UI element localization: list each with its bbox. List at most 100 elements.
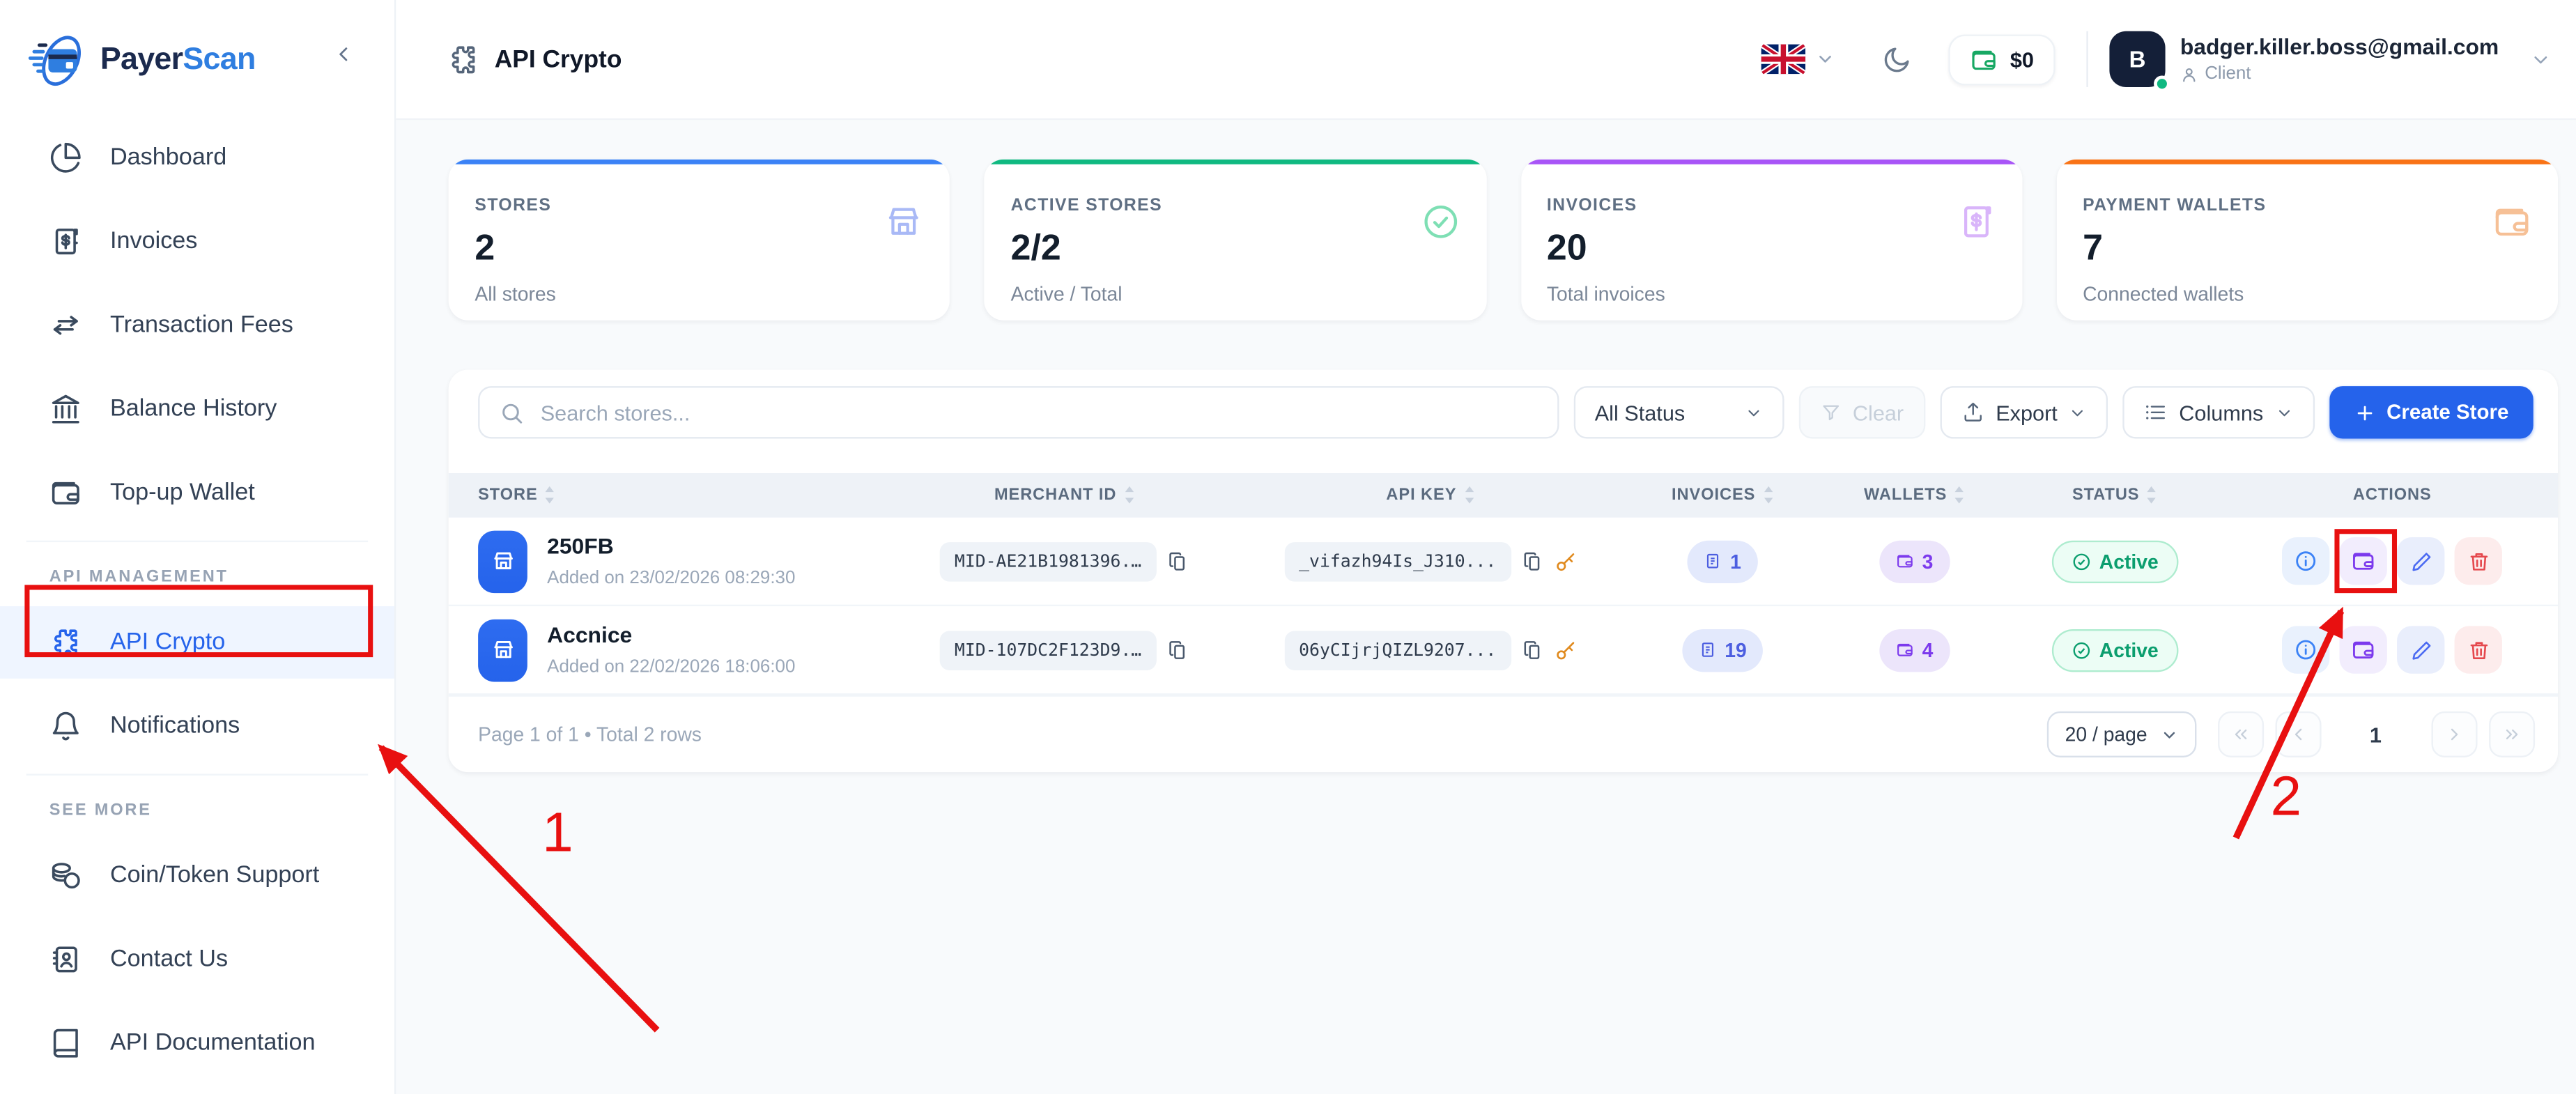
sidebar-item-invoices[interactable]: Invoices — [0, 206, 394, 278]
edit-button[interactable] — [2397, 537, 2445, 585]
funnel-icon — [1820, 401, 1842, 423]
sidebar-item-notifications[interactable]: Notifications — [0, 690, 394, 762]
edit-button[interactable] — [2397, 626, 2445, 674]
invoices-cell: 19 — [1619, 628, 1826, 672]
stat-value: 2/2 — [1010, 226, 1061, 268]
key-icon[interactable] — [1554, 638, 1577, 661]
copy-icon[interactable] — [1521, 638, 1544, 661]
copy-icon[interactable] — [1166, 638, 1189, 661]
sort-icon — [2147, 486, 2157, 504]
current-page: 1 — [2369, 722, 2382, 747]
pie-chart-icon — [49, 141, 82, 174]
sidebar-collapse-button[interactable] — [332, 43, 355, 66]
payerscan-logo[interactable]: PayerScan — [26, 29, 256, 91]
user-menu-chevron-down-icon[interactable] — [2530, 49, 2552, 70]
wallets-button[interactable] — [2339, 537, 2388, 585]
column-header-merchant-id[interactable]: MERCHANT ID — [887, 486, 1242, 504]
sidebar-header: PayerScan — [0, 0, 394, 120]
stat-card-stores: STORES 2 All stores — [448, 159, 950, 321]
wallets-button[interactable] — [2339, 626, 2388, 674]
wallet-icon — [1897, 555, 1913, 568]
info-button[interactable] — [2282, 626, 2330, 674]
stat-label: INVOICES — [1546, 195, 1637, 215]
sidebar-item-api-crypto[interactable]: API Crypto — [0, 606, 394, 679]
wallets-badge: 3 — [1879, 539, 1950, 583]
next-page-button[interactable] — [2431, 711, 2478, 757]
wallet-icon — [2353, 641, 2374, 658]
chevron-down-icon — [2069, 403, 2087, 422]
stat-label: STORES — [475, 195, 552, 215]
column-header-api-key[interactable]: API KEY — [1242, 486, 1619, 504]
sidebar-item-dashboard[interactable]: Dashboard — [0, 121, 394, 194]
export-label: Export — [1996, 400, 2058, 425]
check-circle-icon — [2073, 553, 2090, 569]
search-input[interactable] — [537, 398, 1538, 426]
stat-value: 7 — [2083, 226, 2103, 268]
invoice-icon — [1702, 642, 1713, 657]
clear-label: Clear — [1852, 400, 1904, 425]
first-page-button[interactable] — [2218, 711, 2265, 757]
invoices-badge: 1 — [1687, 539, 1758, 583]
stat-caption: Total invoices — [1546, 282, 1665, 306]
uk-flag-icon[interactable] — [1760, 43, 1805, 76]
chevron-down-icon — [2161, 725, 2179, 744]
copy-icon[interactable] — [1166, 550, 1189, 573]
create-store-button[interactable]: Create Store — [2329, 386, 2533, 439]
sidebar-item-transaction-fees[interactable]: Transaction Fees — [0, 289, 394, 362]
export-button[interactable]: Export — [1940, 386, 2108, 439]
bank-icon — [49, 393, 82, 426]
pagination-summary: Page 1 of 1 • Total 2 rows — [478, 723, 702, 746]
columns-button[interactable]: Columns — [2123, 386, 2315, 439]
wallet-icon — [1969, 45, 1997, 73]
main-content: STORES 2 All stores ACTIVE STORES 2/2 Ac… — [396, 120, 2576, 1094]
table-row: Accnice Added on 22/02/2026 18:06:00 MID… — [448, 606, 2559, 695]
sidebar-item-topup-wallet[interactable]: Top-up Wallet — [0, 456, 394, 529]
moon-icon[interactable] — [1881, 43, 1912, 75]
delete-button[interactable] — [2454, 626, 2503, 674]
last-page-button[interactable] — [2489, 711, 2536, 757]
stat-value: 2 — [475, 226, 495, 268]
wallet-balance-chip[interactable]: $0 — [1948, 33, 2056, 85]
user-role-row: Client — [2180, 65, 2499, 84]
storefront-icon — [478, 618, 527, 681]
delete-button[interactable] — [2454, 537, 2503, 585]
status-badge: Active — [2051, 628, 2179, 672]
key-icon[interactable] — [1554, 550, 1577, 573]
chevrons-right-icon — [2506, 729, 2518, 740]
book-icon — [49, 1027, 82, 1060]
column-header-wallets[interactable]: WALLETS — [1826, 486, 2003, 504]
search-icon — [500, 400, 524, 424]
copy-icon[interactable] — [1521, 550, 1544, 573]
prev-page-button[interactable] — [2275, 711, 2322, 757]
sidebar-item-contact-us[interactable]: Contact Us — [0, 923, 394, 996]
page-title-block: API Crypto — [447, 43, 622, 75]
stat-label: ACTIVE STORES — [1010, 195, 1163, 215]
clear-filters-button[interactable]: Clear — [1798, 386, 1925, 439]
storefront-icon — [884, 202, 924, 242]
store-cell: Accnice Added on 22/02/2026 18:06:00 — [449, 618, 888, 681]
wallet-icon — [2353, 553, 2374, 570]
sidebar-item-balance-history[interactable]: Balance History — [0, 373, 394, 445]
stores-panel: All Status Clear Export — [448, 369, 2559, 773]
stat-card-active-stores: ACTIVE STORES 2/2 Active / Total — [984, 159, 1486, 321]
api-key-cell: 06yCIjrjQIZL9207... — [1242, 630, 1619, 670]
sort-icon — [1124, 486, 1134, 504]
column-header-status[interactable]: STATUS — [2003, 486, 2227, 504]
sidebar-item-label: Top-up Wallet — [109, 479, 255, 507]
page-size-select[interactable]: 20 / page — [2046, 711, 2197, 757]
column-header-invoices[interactable]: INVOICES — [1619, 486, 1826, 504]
info-button[interactable] — [2282, 537, 2330, 585]
user-role: Client — [2205, 64, 2251, 85]
table-row: 250FB Added on 23/02/2026 08:29:30 MID-A… — [448, 518, 2559, 607]
stat-card-invoices: INVOICES 20 Total invoices — [1520, 159, 2022, 321]
sidebar-divider — [26, 773, 369, 776]
sidebar-item-api-documentation[interactable]: API Documentation — [0, 1007, 394, 1079]
language-chevron-down-icon[interactable] — [1814, 49, 1834, 69]
status-filter-select[interactable]: All Status — [1573, 386, 1784, 439]
api-key-chip: _vifazh94Is_J310... — [1283, 541, 1511, 581]
user-menu[interactable]: B badger.killer.boss@gmail.com Client — [2109, 31, 2552, 93]
sidebar-item-coin-token-support[interactable]: Coin/Token Support — [0, 840, 394, 912]
stats-row: STORES 2 All stores ACTIVE STORES 2/2 Ac… — [448, 159, 2559, 321]
column-header-store[interactable]: STORE — [449, 486, 888, 504]
